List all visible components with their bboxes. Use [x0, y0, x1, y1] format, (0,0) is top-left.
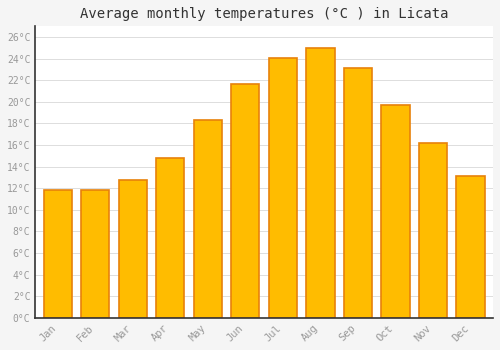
- Bar: [382, 105, 409, 318]
- Title: Average monthly temperatures (°C ) in Licata: Average monthly temperatures (°C ) in Li…: [80, 7, 448, 21]
- Bar: [44, 190, 72, 318]
- Bar: [456, 176, 484, 318]
- Bar: [269, 58, 297, 318]
- Bar: [156, 158, 184, 318]
- Bar: [194, 120, 222, 318]
- Bar: [419, 143, 447, 318]
- Bar: [306, 48, 334, 318]
- Bar: [82, 190, 110, 318]
- Bar: [119, 180, 147, 318]
- Bar: [232, 84, 260, 318]
- Bar: [344, 68, 372, 318]
